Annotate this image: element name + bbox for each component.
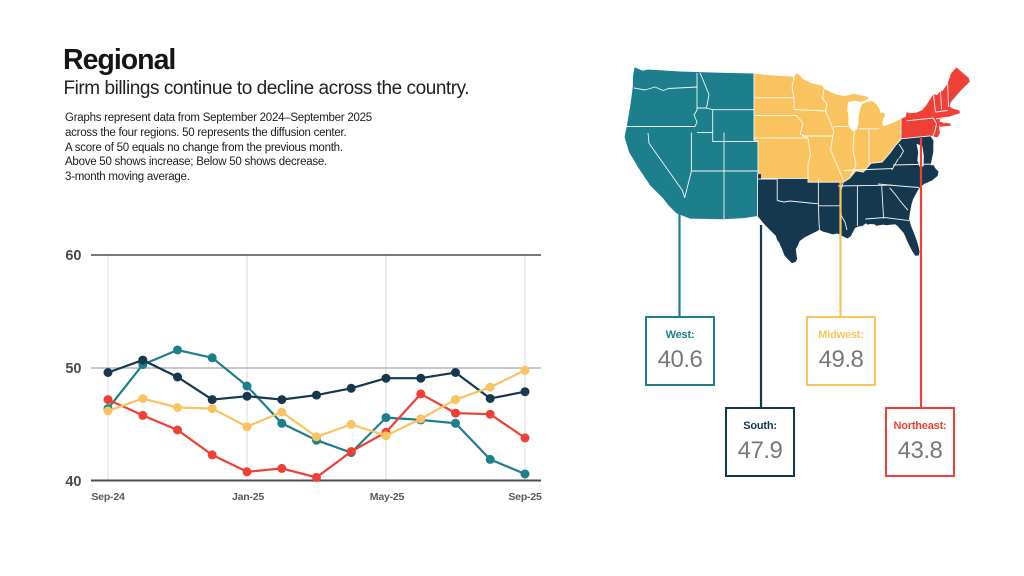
svg-text:60: 60 (65, 248, 81, 264)
svg-text:Sep-24: Sep-24 (91, 491, 125, 503)
svg-text:May-25: May-25 (370, 491, 405, 503)
svg-text:Sep-25: Sep-25 (508, 491, 542, 503)
svg-text:40: 40 (65, 474, 81, 490)
svg-text:Jan-25: Jan-25 (232, 491, 264, 503)
svg-text:50: 50 (65, 361, 81, 377)
